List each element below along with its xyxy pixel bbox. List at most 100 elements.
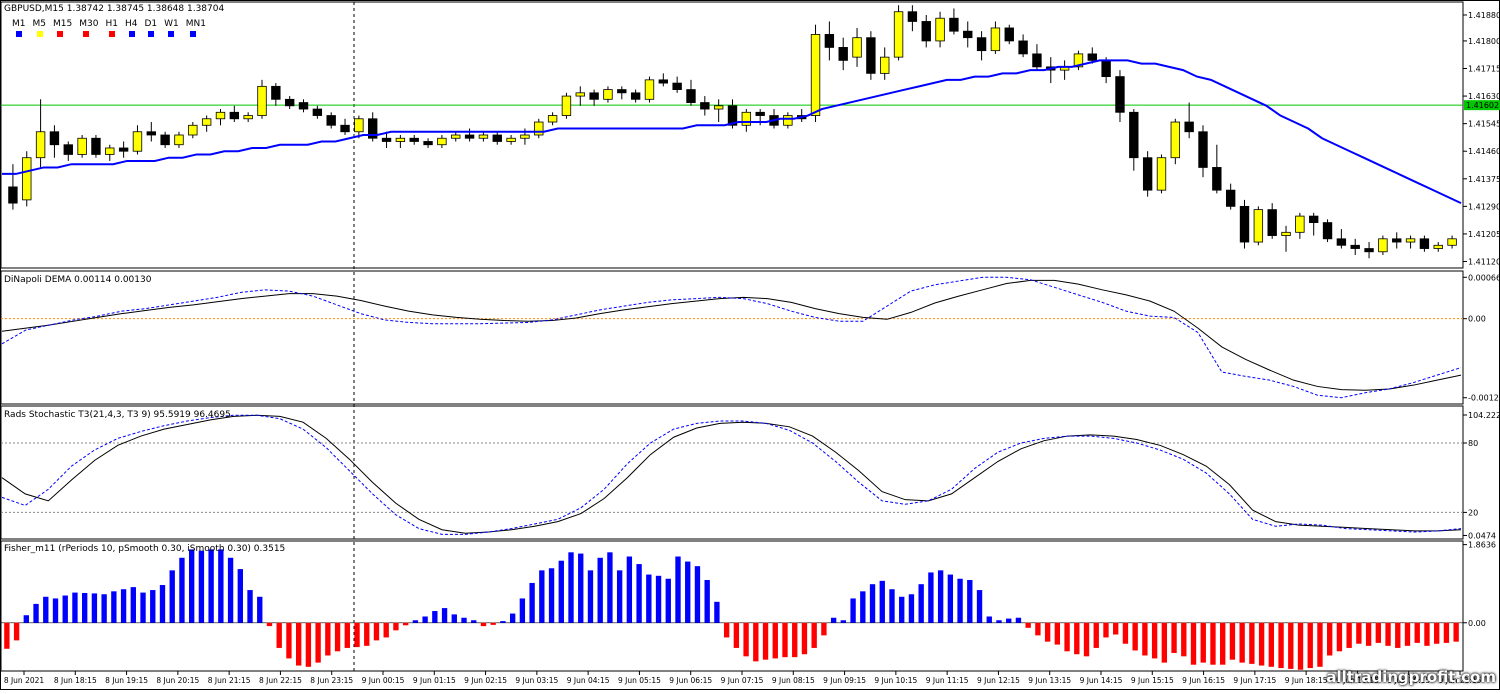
stochastic-indicator-label: Rads Stochastic T3(21,4,3, T3 9) 95.5919…: [4, 410, 231, 420]
candle-body: [1309, 215, 1319, 223]
candle-body: [437, 137, 447, 146]
fisher-bar-positive: [82, 593, 88, 623]
timeframe-mn1[interactable]: MN1: [186, 19, 206, 37]
fisher-bar-negative: [1346, 622, 1352, 648]
candle-body: [492, 134, 502, 142]
candle-body: [35, 131, 46, 159]
candle-body: [880, 56, 890, 74]
candle-body: [146, 131, 156, 136]
x-tick-label: 9 Jun 10:15: [874, 676, 917, 685]
candle-body: [215, 111, 226, 120]
candle-body: [589, 92, 599, 100]
y-tick-label: 0.00: [1468, 619, 1486, 628]
fisher-bar-negative: [723, 622, 730, 638]
timeframe-dot-icon: [189, 31, 196, 37]
candle-body: [1322, 222, 1333, 240]
fisher-bar-negative: [1249, 622, 1255, 664]
y-tick-label: 104.2226: [1468, 411, 1500, 420]
candle-body: [229, 111, 240, 120]
x-tick-label: 8 Jun 21:15: [208, 676, 251, 685]
timeframe-h1[interactable]: H1: [105, 19, 118, 37]
x-tick-label: 8 Jun 18:15: [54, 676, 97, 685]
fisher-bar-negative: [782, 622, 788, 658]
timeframe-d1[interactable]: D1: [144, 19, 157, 37]
fisher-bar-negative: [1327, 622, 1333, 656]
x-tick-label: 9 Jun 21:15: [1439, 676, 1482, 685]
fisher-bar-positive: [91, 593, 98, 623]
timeframe-m15[interactable]: M15: [53, 19, 72, 37]
fisher-bar-positive: [441, 608, 448, 623]
candle-body: [1198, 131, 1208, 168]
fisher-bar-negative: [1443, 622, 1450, 643]
fisher-bar-negative: [1190, 622, 1197, 665]
candle-body: [271, 85, 281, 100]
timeframe-label: W1: [164, 19, 179, 29]
fisher-bar-negative: [325, 622, 331, 656]
fisher-bar-positive: [432, 611, 438, 623]
fisher-bar-negative: [1268, 622, 1275, 667]
candle-body: [1073, 53, 1084, 68]
fisher-bar-positive: [704, 580, 710, 623]
fisher-bar-positive: [850, 598, 856, 623]
fisher-bar-positive: [1015, 617, 1022, 623]
fisher-bar-positive: [694, 566, 701, 623]
fisher-bar-positive: [529, 582, 535, 623]
timeframe-m5[interactable]: M5: [33, 19, 46, 37]
timeframe-m30[interactable]: M30: [79, 19, 98, 37]
timeframe-w1[interactable]: W1: [164, 19, 179, 37]
fisher-bar-positive: [412, 620, 419, 623]
y-tick-label: 20: [1468, 508, 1478, 517]
candle-body: [520, 134, 530, 139]
y-tick-label: -0.00126: [1468, 394, 1500, 403]
candle-body: [561, 95, 572, 116]
y-tick-label: 1.41880: [1468, 11, 1500, 20]
x-tick-label: 9 Jun 03:15: [515, 676, 558, 685]
candle-body: [368, 118, 378, 139]
candle-body: [1378, 238, 1388, 253]
candle-body: [91, 137, 101, 155]
fisher-bar-positive: [616, 570, 623, 623]
fisher-bar-positive: [928, 572, 934, 623]
fisher-bar-positive: [665, 578, 671, 623]
fisher-bar-negative: [1142, 622, 1148, 656]
fisher-bar-negative: [1074, 622, 1080, 655]
fisher-bar-negative: [364, 622, 370, 646]
fisher-bar-negative: [1200, 622, 1206, 663]
fisher-bar-negative: [1171, 622, 1177, 653]
fisher-bar-negative: [1220, 622, 1226, 665]
timeframe-dot-icon: [109, 31, 116, 37]
y-tick-label: 1.41120: [1468, 258, 1500, 267]
fisher-bar-negative: [354, 622, 360, 648]
fisher-bar-positive: [188, 549, 195, 623]
fisher-bar-positive: [967, 580, 973, 623]
fisher-bar-positive: [169, 570, 175, 623]
stochastic-main-line: [1, 414, 1462, 534]
candle-body: [534, 121, 544, 136]
x-tick-label: 9 Jun 15:15: [1131, 676, 1174, 685]
fisher-bar-positive: [198, 550, 205, 623]
y-tick-label: 0.00066: [1468, 273, 1500, 282]
candle-body: [700, 102, 710, 110]
candle-body: [298, 102, 309, 110]
fisher-bar-positive: [52, 598, 59, 623]
candle-body: [1184, 121, 1194, 133]
fisher-bar-positive: [62, 595, 68, 623]
timeframe-m1[interactable]: M1: [12, 19, 26, 37]
candle-body: [741, 111, 752, 126]
moving-average-line: [2, 59, 1462, 205]
fisher-bar-positive: [899, 596, 905, 623]
candle-body: [1392, 238, 1402, 243]
y-tick-label: 1.41375: [1468, 175, 1500, 184]
x-tick-label: 9 Jun 12:15: [977, 676, 1020, 685]
candle-body: [1419, 238, 1430, 249]
y-tick-label: 1.41460: [1468, 147, 1500, 156]
x-tick-label: 9 Jun 07:15: [721, 676, 764, 685]
timeframe-h4[interactable]: H4: [125, 19, 137, 37]
x-tick-label: 9 Jun 00:15: [362, 676, 405, 685]
fisher-bar-negative: [1054, 622, 1061, 645]
fisher-bar-negative: [1151, 622, 1158, 659]
x-tick-label: 9 Jun 11:15: [926, 676, 969, 685]
fisher-bar-negative: [1288, 622, 1294, 669]
fisher-bar-positive: [830, 617, 837, 623]
